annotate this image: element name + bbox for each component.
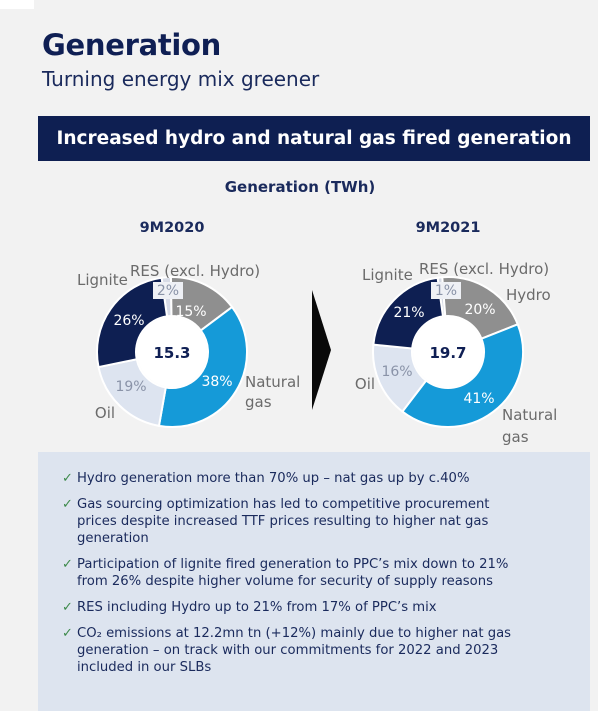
bullet-item: ✓ Participation of lignite fired generat… <box>62 557 509 589</box>
percent-label: 16% <box>381 364 412 380</box>
total-value: 19.7 <box>429 344 466 362</box>
key-points-panel: ✓ Hydro generation more than 70% up – na… <box>38 452 590 711</box>
checkmark-icon: ✓ <box>62 497 73 512</box>
bullet-item: ✓ Hydro generation more than 70% up – na… <box>62 471 470 486</box>
category-label: Oil <box>355 375 375 393</box>
percent-label: 21% <box>393 305 424 321</box>
page-subtitle: Turning energy mix greener <box>42 67 320 91</box>
category-label: gas <box>502 428 529 446</box>
checkmark-icon: ✓ <box>62 600 73 615</box>
checkmark-icon: ✓ <box>62 626 73 641</box>
category-label: RES (excl. Hydro) <box>419 260 549 278</box>
checkmark-icon: ✓ <box>62 557 73 572</box>
percent-label: 20% <box>464 302 495 318</box>
category-label: RES (excl. Hydro) <box>130 262 260 280</box>
slice-lignite <box>96 276 169 369</box>
bullet-item: ✓ Gas sourcing optimization has led to c… <box>62 497 490 546</box>
bullet-item: ✓ CO₂ emissions at 12.2mn tn (+12%) main… <box>62 626 512 675</box>
total-value: 15.3 <box>153 344 190 362</box>
slice-natural-gas <box>157 305 248 428</box>
percent-label: 1% <box>435 283 457 299</box>
slice-natural-gas <box>400 323 524 428</box>
generation-charts: Generation (TWh) 9M2020 15.3 2% RES (excl. … <box>77 178 557 446</box>
label-background <box>431 282 461 299</box>
corner-mark <box>0 0 34 9</box>
percent-label: 41% <box>463 391 494 407</box>
donut-hole <box>413 317 483 387</box>
label-background <box>153 282 183 299</box>
chevron-right-icon <box>312 290 331 410</box>
bullet-item: ✓ RES including Hydro up to 21% from 17%… <box>62 600 437 615</box>
donut-9m2021: 9M2021 19.7 1% RES (excl. Hydro) 20% Hydro 41%… <box>355 220 557 446</box>
percent-label: 15% <box>175 304 206 320</box>
category-label: Lignite <box>77 271 128 289</box>
slice-lignite <box>372 276 445 350</box>
page-title: Generation <box>42 28 222 62</box>
period-label: 9M2021 <box>416 220 481 236</box>
category-label: Lignite <box>362 266 413 284</box>
donut-9m2020: 9M2020 15.3 2% RES (excl. Hydro) 15% 38% Natur… <box>77 220 300 428</box>
headline-banner: Increased hydro and natural gas fired ge… <box>38 116 590 161</box>
donut-hole <box>137 317 207 387</box>
chart-title: Generation (TWh) <box>225 178 376 196</box>
category-label: gas <box>245 393 272 411</box>
category-label: Natural <box>502 406 557 424</box>
percent-label: 19% <box>115 379 146 395</box>
category-label: Oil <box>95 404 115 422</box>
category-label: Natural <box>245 373 300 391</box>
percent-label: 26% <box>113 313 144 329</box>
checkmark-icon: ✓ <box>62 471 73 486</box>
period-label: 9M2020 <box>140 220 205 236</box>
percent-label: 2% <box>157 283 179 299</box>
category-label: Hydro <box>506 286 551 304</box>
percent-label: 38% <box>201 374 232 390</box>
